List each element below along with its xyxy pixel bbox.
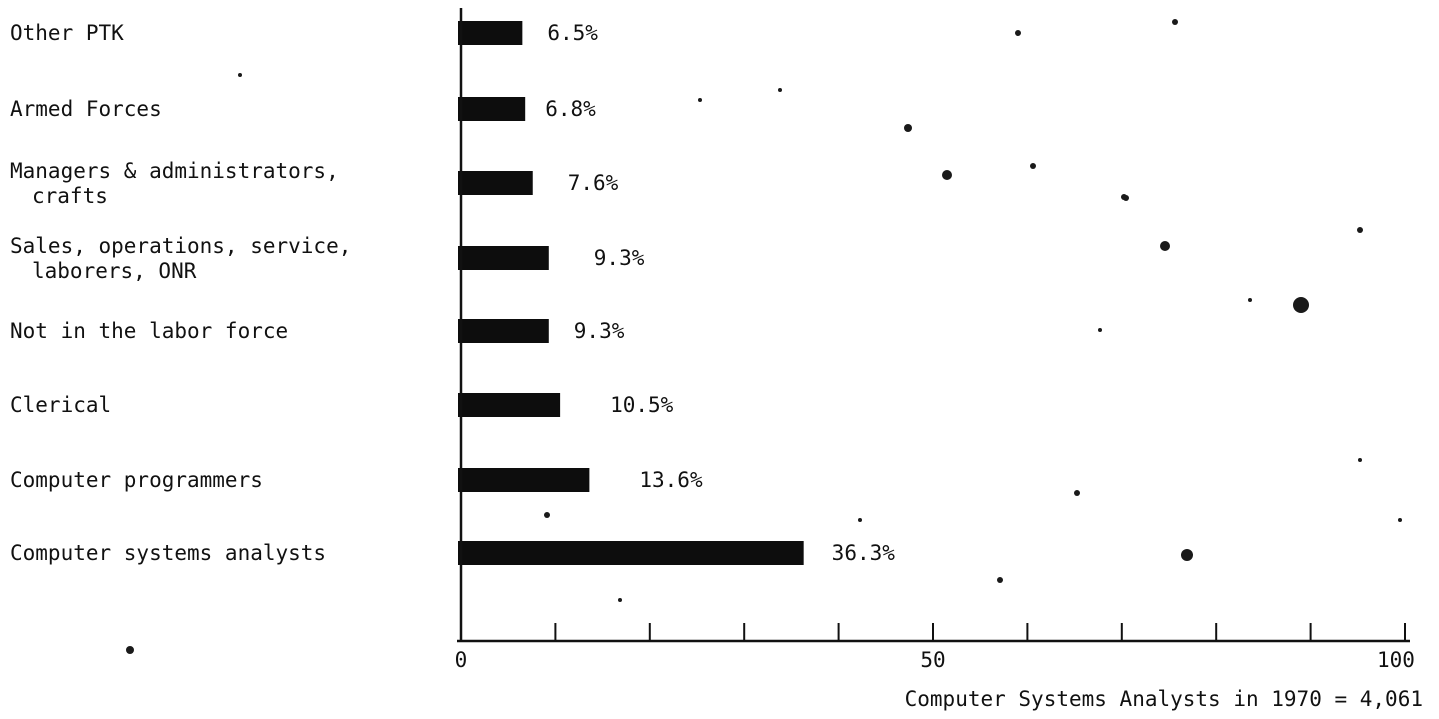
noise-speck (1248, 298, 1252, 302)
x-tick-label: 50 (920, 648, 945, 672)
category-label: Armed Forces (10, 97, 162, 121)
bar (458, 393, 561, 417)
category-label: Computer systems analysts (10, 541, 326, 565)
bar (458, 97, 526, 121)
category-label: Not in the labor force (10, 319, 288, 343)
data-label: 7.6% (568, 171, 619, 195)
category-label: Other PTK (10, 21, 124, 45)
data-label: 9.3% (594, 246, 645, 270)
noise-speck (1181, 549, 1193, 561)
x-tick-label: 0 (455, 648, 468, 672)
noise-speck (698, 98, 702, 102)
bar (458, 171, 533, 195)
data-label: 6.5% (547, 21, 598, 45)
noise-speck (544, 512, 550, 518)
bar (458, 541, 804, 565)
noise-speck (997, 577, 1003, 583)
bar (458, 319, 549, 343)
category-label: Sales, operations, service, laborers, ONR (10, 234, 351, 283)
noise-speck (1358, 458, 1362, 462)
bar (458, 21, 523, 45)
x-tick-label: 100 (1377, 648, 1415, 672)
noise-speck (778, 88, 782, 92)
category-labels: Other PTK Armed Forces Managers & administ… (10, 21, 351, 565)
noise-speck (942, 170, 952, 180)
data-label: 10.5% (610, 393, 674, 417)
data-label: 6.8% (545, 97, 596, 121)
noise-speck (618, 598, 622, 602)
noise-speck (1074, 490, 1080, 496)
category-label: Computer programmers (10, 468, 263, 492)
data-label: 9.3% (574, 319, 625, 343)
noise-speck (1160, 241, 1170, 251)
noise-speck (904, 124, 912, 132)
data-label: 36.3% (832, 541, 896, 565)
noise-speck (1398, 518, 1402, 522)
noise-speck (1123, 195, 1129, 201)
noise-speck (1172, 19, 1178, 25)
category-label: Clerical (10, 393, 111, 417)
noise-speck (1098, 328, 1102, 332)
value-labels: 6.5% 6.8% 7.6% 9.3% 9.3% 10.5% 13.6% 36.3% (545, 21, 895, 565)
x-axis-ticks: 0 50 100 (455, 623, 1415, 672)
noise-speck (1015, 30, 1021, 36)
data-label: 13.6% (639, 468, 703, 492)
bar (458, 246, 549, 270)
scan-noise (126, 19, 1402, 654)
bars-group (458, 21, 804, 565)
bar (458, 468, 590, 492)
noise-speck (1357, 227, 1363, 233)
noise-speck (238, 73, 242, 77)
noise-speck (1293, 297, 1309, 313)
footnote-text: Computer Systems Analysts in 1970 = 4,06… (905, 687, 1423, 711)
noise-speck (126, 646, 134, 654)
noise-speck (858, 518, 862, 522)
category-label: Managers & administrators, crafts (10, 159, 339, 208)
noise-speck (1030, 163, 1036, 169)
